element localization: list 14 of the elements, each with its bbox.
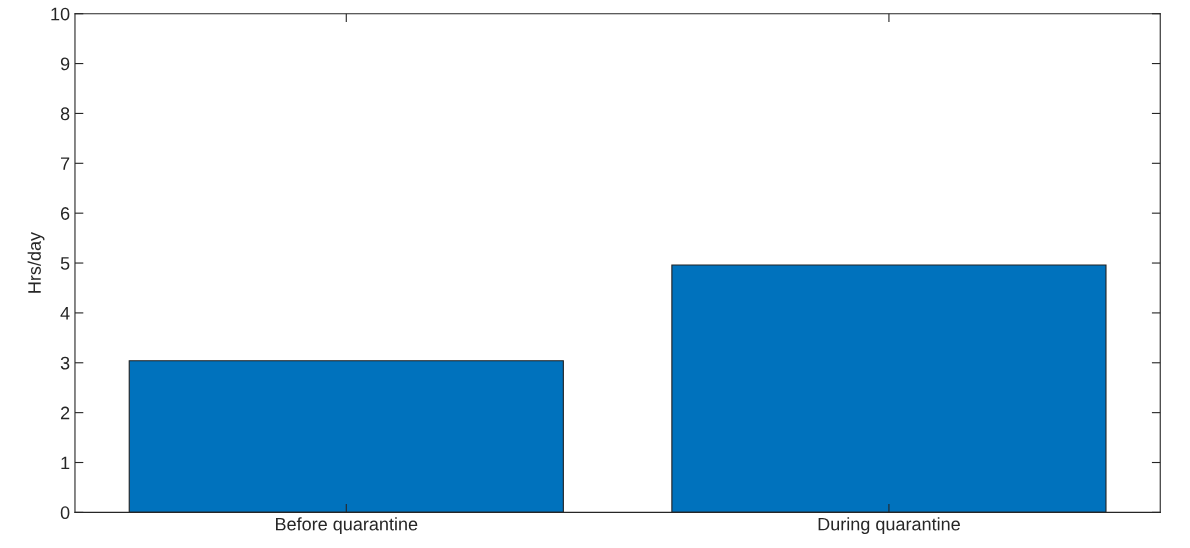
y-tick-label: 8: [60, 107, 70, 121]
y-tick-label: 1: [61, 456, 70, 470]
y-tick-label: 3: [60, 356, 70, 370]
y-tick-label: 9: [60, 57, 70, 71]
y-tick-label: 5: [60, 257, 70, 270]
y-tick-label: 6: [60, 207, 70, 220]
y-tick-label: 0: [60, 506, 70, 520]
x-tick-label: Before quarantine: [276, 517, 418, 535]
y-tick-label: 7: [60, 157, 70, 170]
x-tick-label: During quarantine: [818, 517, 960, 535]
y-tick-label: 4: [60, 307, 70, 320]
y-axis-title: Hrs/day: [27, 231, 45, 293]
y-tick-label: 2: [60, 406, 70, 420]
y-tick-label: 10: [51, 7, 70, 21]
